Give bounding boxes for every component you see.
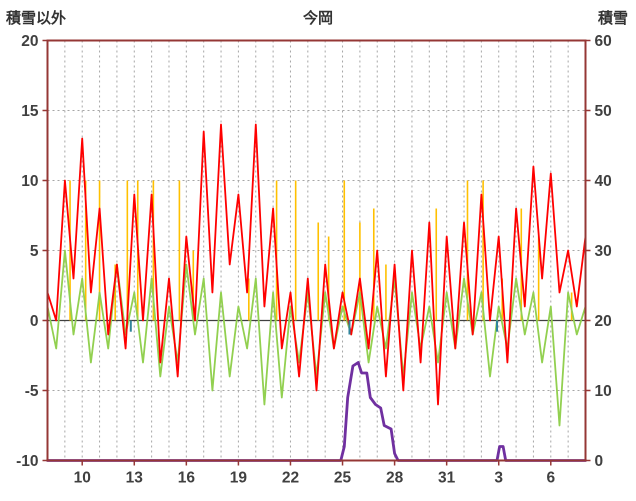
left-axis-tick-label: 0 bbox=[30, 313, 39, 330]
x-axis-tick-label: 22 bbox=[282, 470, 299, 487]
right-axis-tick-label: 40 bbox=[595, 173, 612, 190]
left-axis-tick-label: 5 bbox=[30, 243, 39, 260]
right-axis-tick-label: 30 bbox=[595, 243, 612, 260]
left-axis-tick-label: 15 bbox=[21, 103, 39, 120]
green-series bbox=[46, 249, 587, 427]
x-axis-tick-label: 31 bbox=[438, 470, 456, 487]
left-axis-tick-label: 10 bbox=[21, 173, 38, 190]
right-axis-tick-label: 60 bbox=[595, 33, 612, 50]
right-axis-tick-label: 20 bbox=[595, 313, 612, 330]
left-axis-tick-label: -5 bbox=[25, 383, 39, 400]
x-axis-tick-label: 10 bbox=[74, 470, 91, 487]
x-axis-tick-label: 13 bbox=[126, 470, 144, 487]
purple-snow-depth bbox=[46, 361, 587, 462]
red-series bbox=[46, 123, 587, 406]
right-axis-tick-label: 10 bbox=[595, 383, 612, 400]
left-axis-tick-label: -10 bbox=[16, 453, 38, 470]
x-axis-tick-label: 19 bbox=[230, 470, 248, 487]
x-axis-tick-label: 28 bbox=[386, 470, 404, 487]
left-axis-tick-label: 20 bbox=[21, 33, 38, 50]
x-axis-tick-label: 16 bbox=[178, 470, 196, 487]
right-axis-tick-label: 50 bbox=[595, 103, 612, 120]
right-axis-tick-label: 0 bbox=[595, 453, 604, 470]
x-axis-tick-label: 6 bbox=[546, 470, 555, 487]
x-axis-tick-label: 3 bbox=[494, 470, 503, 487]
x-axis-tick-label: 25 bbox=[334, 470, 352, 487]
